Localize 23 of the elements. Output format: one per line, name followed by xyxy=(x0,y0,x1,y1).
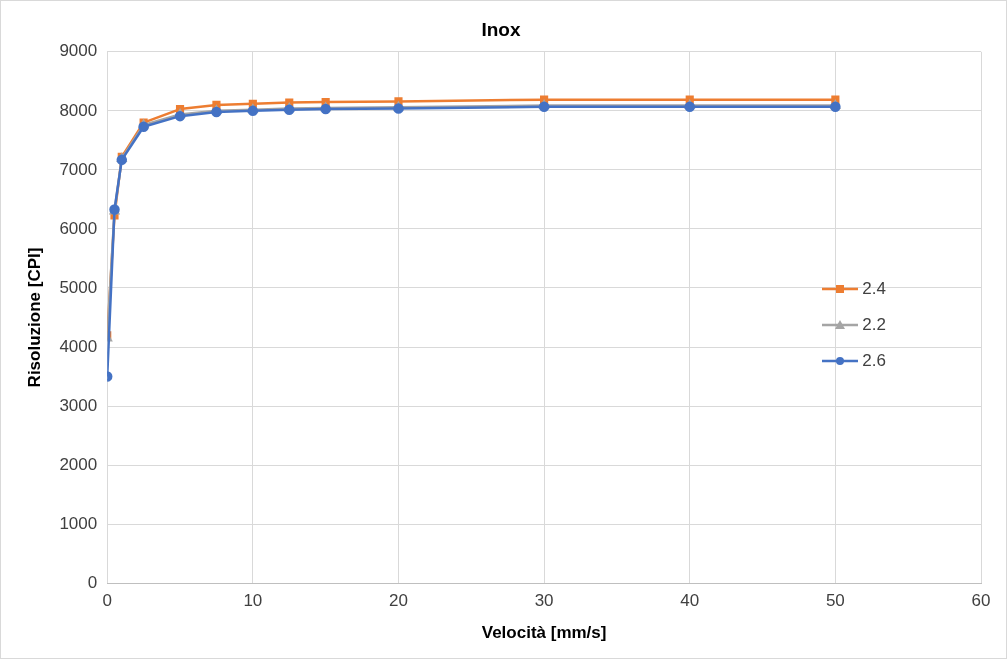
y-tick-label: 4000 xyxy=(59,336,98,356)
x-tick-label: 20 xyxy=(389,591,408,611)
x-axis-title: Velocità [mm/s] xyxy=(481,623,607,643)
y-tick-label: 1000 xyxy=(59,513,98,533)
y-tick-label: 6000 xyxy=(59,218,98,238)
chart-title: Inox xyxy=(481,18,521,40)
y-tick-label: 8000 xyxy=(59,100,98,120)
x-tick-label: 40 xyxy=(680,591,700,611)
y-tick-label: 7000 xyxy=(59,159,98,179)
y-tick-label: 9000 xyxy=(59,41,98,61)
x-tick-label: 10 xyxy=(243,591,263,611)
legend-label: 2.2 xyxy=(862,315,886,335)
y-tick-label: 2000 xyxy=(59,454,98,474)
x-tick-label: 60 xyxy=(971,591,991,611)
y-axis-title: Risoluzione [CPI] xyxy=(24,247,44,388)
x-tick-label: 30 xyxy=(534,591,554,611)
y-tick-label: 3000 xyxy=(59,395,98,415)
y-tick-label: 0 xyxy=(87,572,98,592)
y-tick-label: 5000 xyxy=(59,277,98,297)
legend-label: 2.4 xyxy=(862,279,886,299)
legend-label: 2.6 xyxy=(862,351,886,371)
x-tick-label: 0 xyxy=(102,591,112,611)
x-tick-label: 50 xyxy=(825,591,845,611)
